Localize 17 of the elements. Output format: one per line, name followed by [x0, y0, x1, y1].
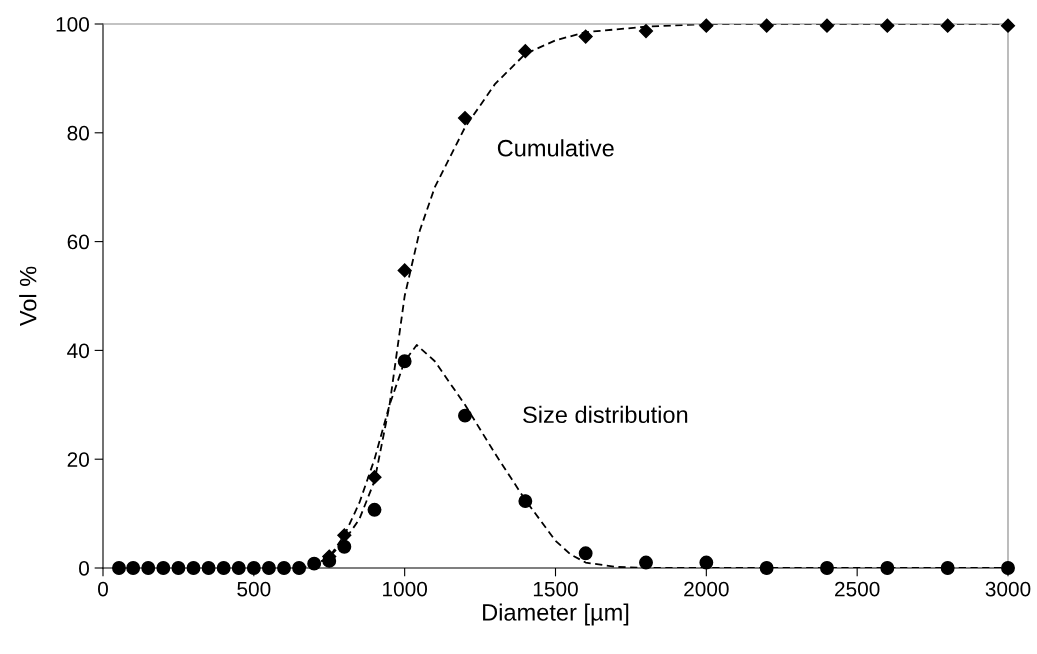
annotation: Cumulative	[497, 139, 614, 157]
y-tick-label: 40	[67, 343, 89, 359]
y-axis-title: Vol %	[19, 266, 37, 327]
x-tick-label: 1000	[383, 581, 428, 597]
y-tick-label: 20	[67, 452, 89, 467]
y-tick-label: 60	[67, 234, 89, 250]
x-tick-label: 500	[237, 581, 271, 597]
x-tick-label: 2500	[835, 581, 880, 597]
x-tick-label: 3000	[985, 581, 1031, 597]
x-tick-label: 2000	[684, 581, 729, 597]
y-tick-label: 80	[67, 125, 89, 141]
x-tick-label: 0	[98, 581, 108, 597]
y-tick-label: 0	[79, 561, 89, 576]
x-tick-label: 1500	[533, 581, 578, 597]
annotation: Size distribution	[523, 405, 688, 424]
y-tick-label: 100	[56, 17, 89, 32]
x-axis-title: Diameter [µm]	[483, 603, 629, 626]
